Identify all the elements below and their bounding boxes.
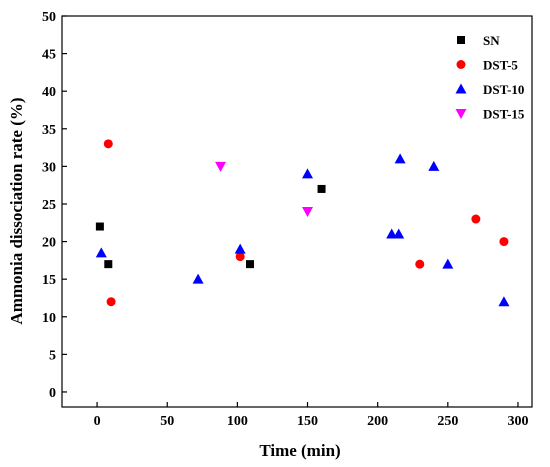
y-tick-label: 30 [42, 160, 56, 175]
data-point [442, 258, 454, 269]
series-dst-10 [95, 153, 510, 307]
x-tick-label: 200 [367, 414, 388, 429]
y-tick-label: 20 [42, 236, 56, 251]
y-tick-label: 50 [42, 10, 56, 25]
series-dst-5 [103, 139, 509, 307]
data-point [498, 296, 510, 307]
x-tick-label: 50 [160, 414, 174, 429]
data-point [386, 228, 398, 239]
y-tick-label: 10 [42, 311, 56, 326]
y-tick-label: 5 [49, 348, 56, 363]
data-point [393, 228, 405, 239]
data-point [192, 273, 204, 284]
y-tick-label: 35 [42, 123, 56, 138]
series-sn [95, 184, 326, 269]
data-point [95, 247, 107, 258]
data-point [246, 260, 254, 269]
data-point [394, 153, 406, 164]
legend-marker [455, 83, 467, 94]
y-tick-label: 15 [42, 273, 56, 288]
data-point [235, 252, 245, 262]
legend-marker [457, 36, 465, 44]
data-point [428, 160, 440, 171]
data-point [471, 214, 481, 224]
y-tick-label: 40 [42, 85, 56, 100]
series-dst-15 [215, 161, 314, 217]
y-tick-label: 0 [49, 386, 56, 401]
data-point [104, 260, 113, 269]
x-tick-label: 250 [437, 414, 458, 429]
legend-marker [456, 60, 466, 69]
data-point [95, 222, 104, 231]
data-point [234, 243, 246, 254]
x-tick-label: 300 [507, 414, 528, 429]
data-point [215, 161, 227, 172]
legend-label: DST-5 [483, 58, 518, 73]
y-tick-label: 45 [42, 48, 56, 63]
legend-label: SN [483, 33, 500, 48]
data-point [103, 139, 113, 149]
x-axis-title: Time (min) [259, 441, 340, 460]
data-point [499, 237, 509, 247]
data-point [415, 259, 425, 269]
y-axis-title: Ammonia dissociation rate (%) [7, 97, 26, 324]
data-point [302, 168, 314, 179]
y-tick-label: 25 [42, 198, 56, 213]
data-marks [95, 139, 510, 307]
legend: SN DST-5 DST-10 DST-15 [455, 33, 525, 122]
x-tick-label: 150 [297, 414, 318, 429]
axes: 0 50 100 150 200 250 300 0 5 10 15 20 25 30 35 40 45 50 [42, 10, 528, 429]
legend-label: DST-10 [483, 82, 524, 97]
legend-marker [455, 109, 467, 119]
plot-frame [61, 15, 533, 408]
legend-label: DST-15 [483, 107, 525, 122]
x-tick-label: 0 [94, 414, 101, 429]
data-point [317, 184, 326, 193]
x-tick-label: 100 [227, 414, 248, 429]
data-point [106, 297, 116, 307]
data-point [302, 207, 314, 217]
